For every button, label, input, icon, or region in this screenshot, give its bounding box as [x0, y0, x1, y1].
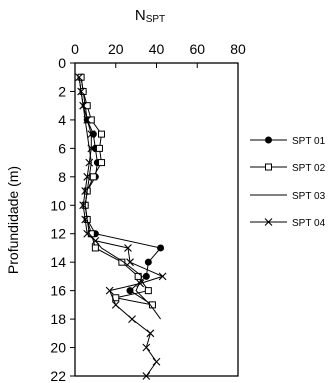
y-tick-label: 8	[58, 169, 66, 185]
y-tick-label: 16	[50, 283, 66, 299]
data-point-spt-04	[126, 258, 134, 267]
data-point-spt-04	[77, 87, 86, 96]
data-point-spt-04	[81, 215, 90, 224]
series-spt-01	[77, 73, 165, 309]
data-point-spt-01	[126, 287, 134, 295]
legend-label: SPT 04	[292, 218, 326, 229]
data-point-spt-04	[128, 315, 136, 323]
data-point-spt-02	[83, 102, 91, 110]
data-point-spt-04	[142, 372, 151, 380]
data-point-spt-01	[157, 244, 165, 252]
x-tick-label: 40	[149, 41, 165, 57]
data-point-spt-02	[95, 144, 103, 152]
legend-label: SPT 03	[292, 191, 326, 202]
data-point-spt-02	[79, 87, 87, 95]
data-point-spt-04	[152, 357, 161, 366]
data-point-spt-04	[85, 158, 94, 167]
x-tick-label: 20	[108, 41, 124, 57]
x-tick-label: 0	[71, 41, 79, 57]
legend-item-spt-04: SPT 04	[250, 218, 326, 229]
y-tick-label: 20	[50, 340, 66, 356]
legend-marker	[264, 218, 273, 226]
data-point-spt-01	[142, 272, 150, 280]
data-point-spt-04	[91, 236, 100, 245]
data-point-spt-02	[91, 244, 99, 252]
data-point-spt-04	[75, 73, 83, 82]
y-tick-label: 10	[50, 197, 66, 213]
data-point-spt-02	[144, 287, 152, 295]
y-axis-label: Profundidade (m)	[5, 166, 21, 274]
data-point-spt-04	[105, 286, 114, 295]
x-tick-label: 80	[230, 41, 246, 57]
y-tick-label: 2	[58, 83, 66, 99]
svg-text:NSPT: NSPT	[135, 7, 165, 25]
y-axis: 0 2 4 6 8 10 12 14 16 18 20 22	[50, 55, 75, 383]
legend-marker	[265, 136, 272, 144]
legend-marker	[265, 163, 272, 171]
chart-title-main: N	[135, 7, 146, 24]
y-tick-label: 12	[50, 226, 66, 242]
data-point-spt-01	[144, 258, 152, 266]
legend-label: SPT 01	[292, 136, 326, 147]
legend-item-spt-02: SPT 02	[250, 163, 326, 174]
series-spt-03	[78, 77, 162, 320]
series-spt-02	[77, 73, 156, 309]
x-axis: 0 20 40 60 80	[71, 41, 246, 68]
data-point-spt-04	[81, 187, 90, 195]
legend-item-spt-01: SPT 01	[250, 136, 326, 147]
chart-title-sub: SPT	[146, 14, 165, 25]
data-point-spt-04	[79, 101, 88, 110]
data-point-spt-02	[87, 116, 95, 124]
data-point-spt-04	[79, 201, 88, 210]
data-point-spt-04	[83, 229, 92, 238]
plot-area-frame	[74, 62, 239, 377]
y-tick-label: 22	[50, 368, 66, 383]
y-tick-label: 18	[50, 311, 66, 327]
series-line-spt-03	[78, 77, 162, 320]
data-point-spt-04	[83, 116, 92, 124]
data-point-spt-04	[146, 329, 155, 338]
data-point-spt-04	[124, 244, 132, 252]
y-tick-label: 0	[58, 55, 66, 71]
x-tick-label: 60	[189, 41, 205, 57]
series-line-spt-02	[80, 77, 153, 306]
data-point-spt-02	[97, 130, 105, 138]
series-layer	[75, 73, 167, 380]
legend-item-spt-03: SPT 03	[250, 191, 326, 202]
legend-label: SPT 02	[292, 163, 326, 174]
y-tick-label: 6	[58, 140, 66, 156]
data-point-spt-04	[136, 279, 145, 288]
data-point-spt-04	[83, 172, 92, 181]
data-point-spt-04	[142, 343, 151, 352]
legend: SPT 01 SPT 02 SPT 03 SPT 04	[250, 136, 326, 229]
data-point-spt-02	[118, 258, 126, 266]
data-point-spt-04	[87, 130, 96, 139]
data-point-spt-04	[158, 272, 167, 281]
chart-title: NSPT	[135, 7, 165, 25]
data-point-spt-01	[89, 130, 97, 138]
y-tick-label: 14	[50, 254, 66, 270]
y-tick-label: 4	[58, 112, 66, 128]
data-point-spt-02	[77, 73, 85, 81]
data-point-spt-02	[89, 173, 97, 181]
data-point-spt-04	[111, 300, 120, 309]
series-spt-04	[75, 73, 167, 380]
data-point-spt-02	[97, 159, 105, 167]
data-point-spt-04	[87, 144, 96, 153]
